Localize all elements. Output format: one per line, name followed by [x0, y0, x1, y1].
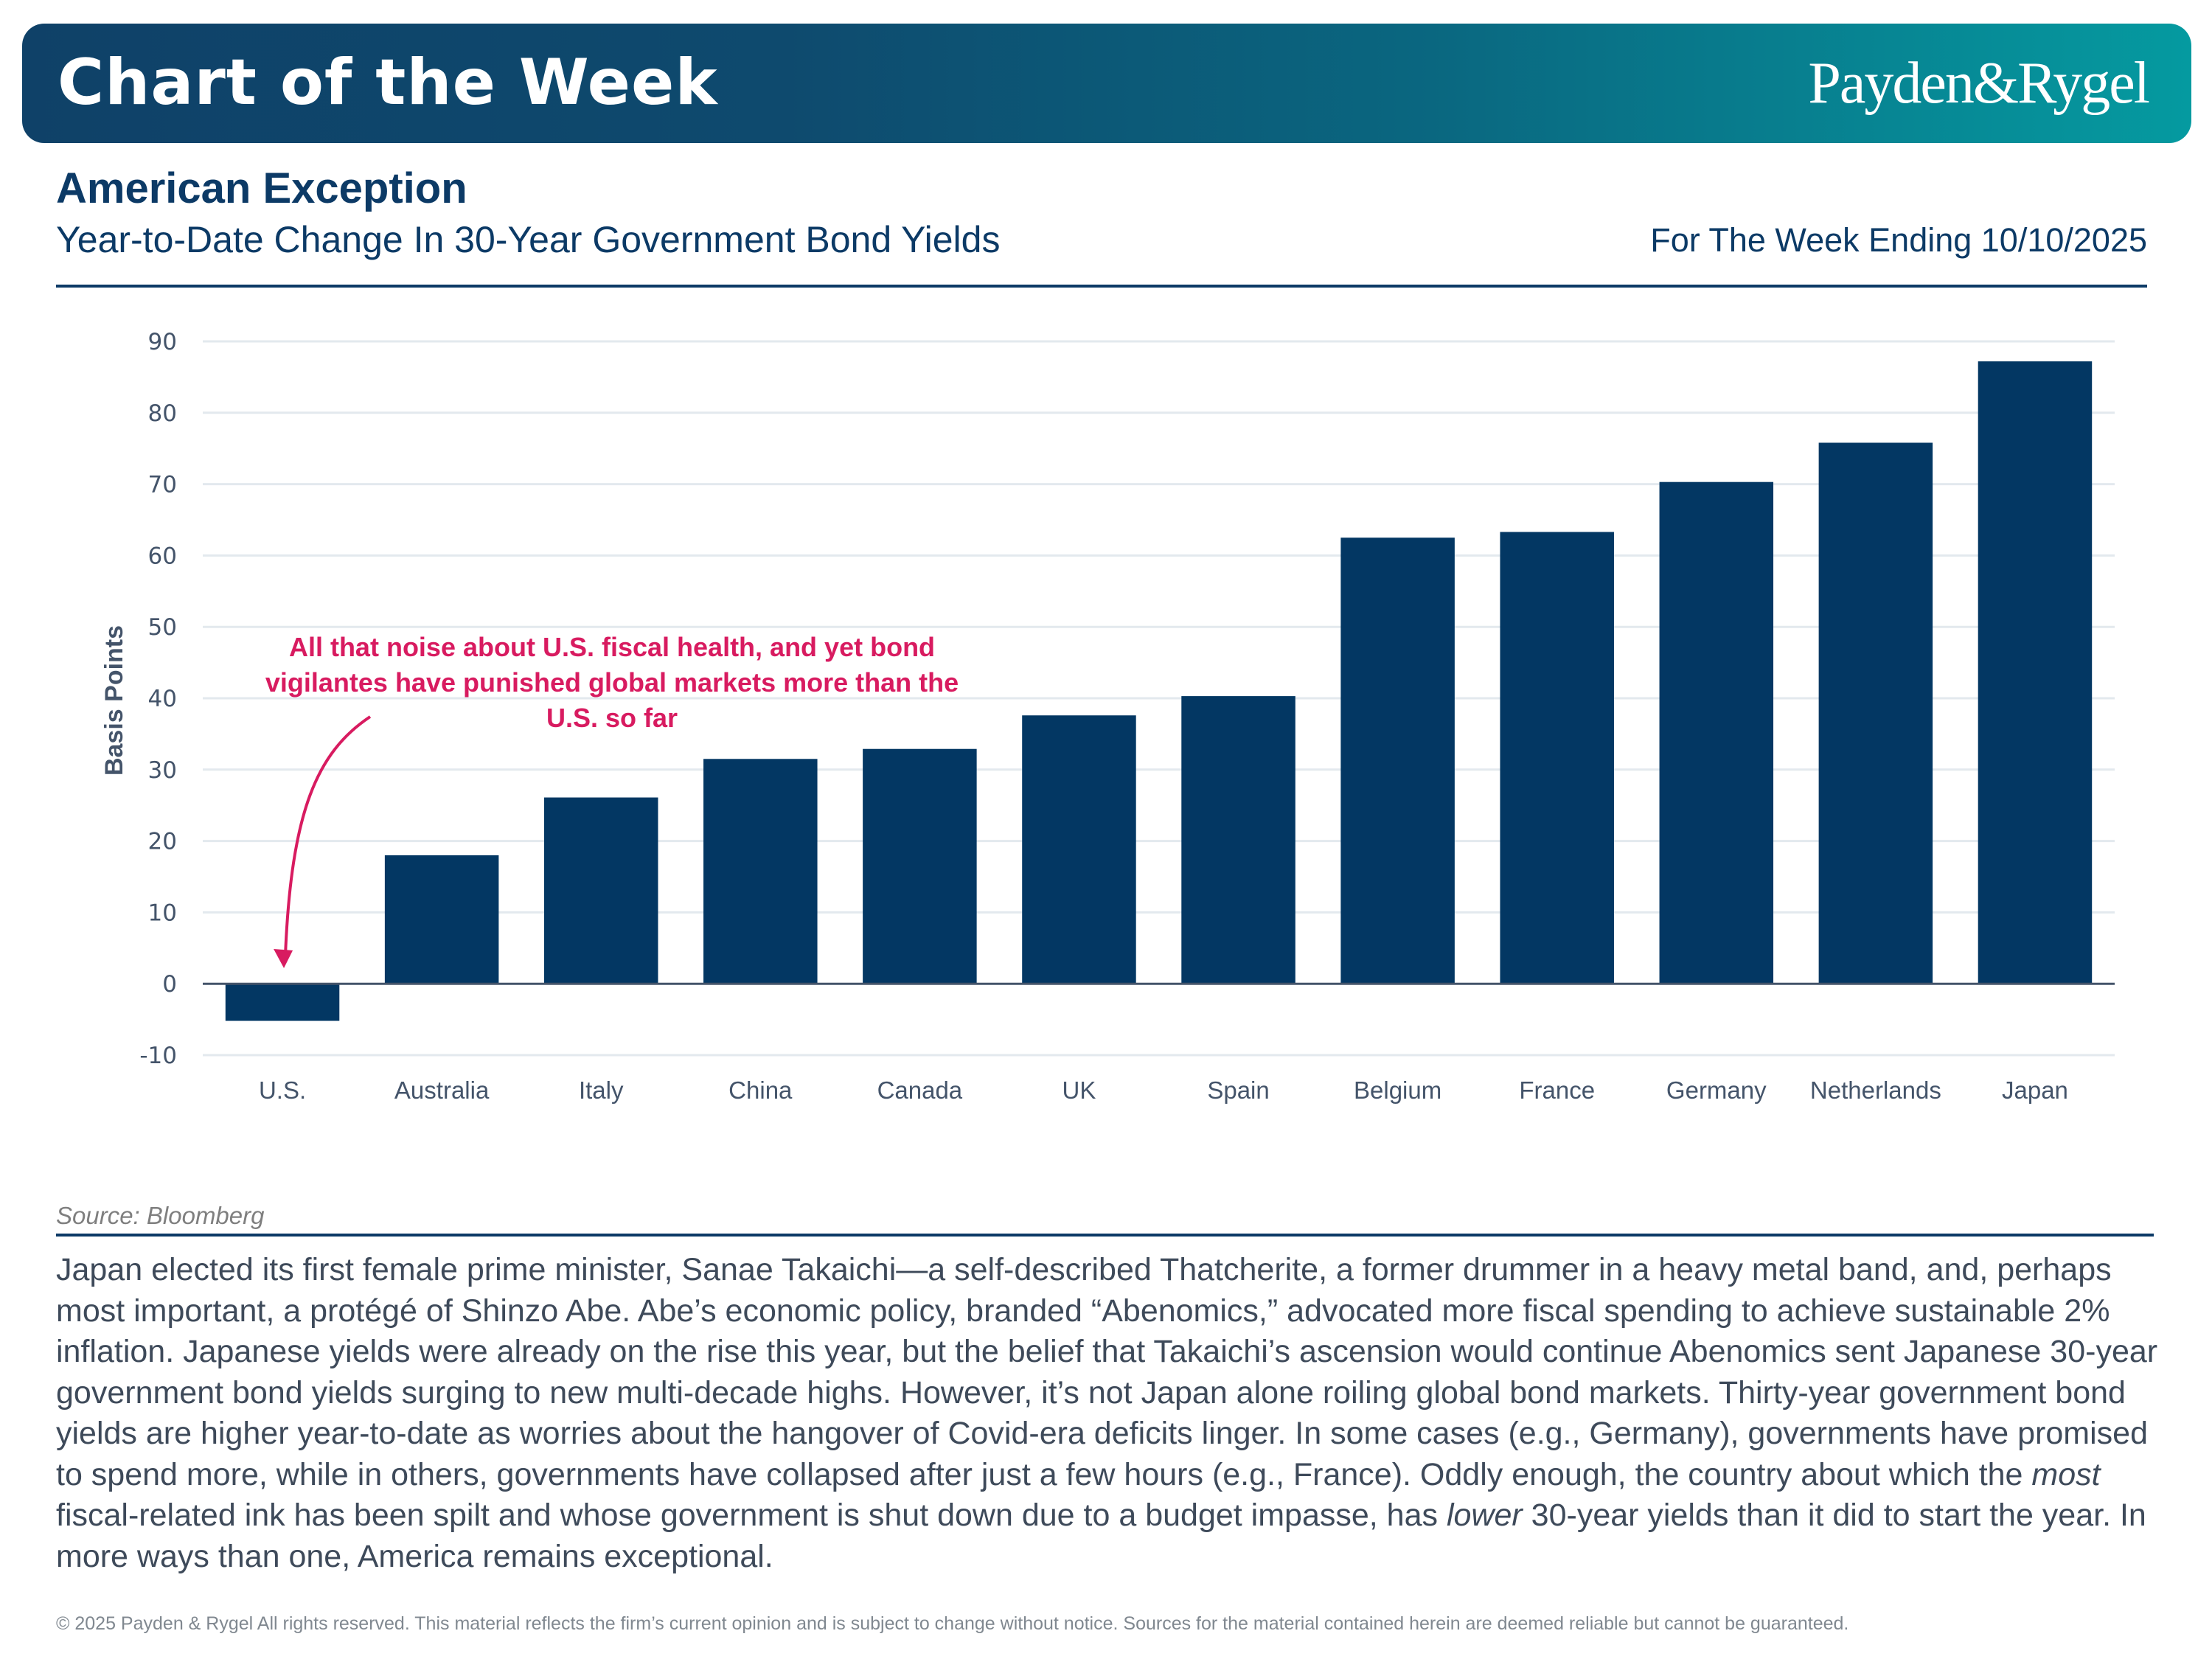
bar-us	[225, 984, 340, 1021]
commentary-text: fiscal-related ink has been spilt and wh…	[56, 1498, 1447, 1533]
header-divider	[56, 285, 2147, 288]
x-category-label: Japan	[2002, 1077, 2068, 1104]
brand-logo: Payden&Rygel	[1808, 51, 2150, 116]
commentary-emphasis: lower	[1446, 1498, 1523, 1533]
y-axis-ticks: -10 0 10 20 30 40 50 60 70 80 90	[139, 329, 177, 1069]
commentary: Japan elected its first female prime min…	[56, 1250, 2165, 1577]
y-tick-label: 0	[162, 971, 177, 998]
x-category-label: Germany	[1666, 1077, 1767, 1104]
x-category-label: China	[728, 1077, 793, 1104]
y-tick-label: 20	[148, 829, 177, 855]
x-category-label: U.S.	[259, 1077, 306, 1104]
x-axis-categories: U.S. Australia Italy China Canada UK Spain Belg…	[259, 1077, 2068, 1104]
x-category-label: Canada	[877, 1077, 963, 1104]
annotation-line: All that noise about U.S. fiscal health,…	[289, 632, 935, 662]
header-banner	[22, 24, 2191, 143]
bar-chart: -10 0 10 20 30 40 50 60 70 80 90 U.S. Australia Ital…	[100, 329, 2115, 1104]
bar-china	[703, 759, 818, 984]
annotation: All that noise about U.S. fiscal health,…	[265, 632, 959, 968]
annotation-line: U.S. so far	[546, 703, 678, 733]
y-tick-label: 50	[148, 614, 177, 641]
x-category-label: Spain	[1207, 1077, 1269, 1104]
y-axis-label: Basis Points	[100, 625, 128, 776]
bar-spain	[1181, 696, 1295, 984]
source-note: Source: Bloomberg	[56, 1202, 265, 1229]
y-tick-label: 60	[148, 543, 177, 569]
bar-uk	[1022, 715, 1136, 984]
chart-subtitle: Year-to-Date Change In 30-Year Governmen…	[56, 219, 1001, 260]
bar-germany	[1659, 481, 1774, 984]
bar-italy	[543, 797, 658, 984]
x-category-label: Belgium	[1354, 1077, 1441, 1104]
bars	[225, 361, 2093, 1021]
commentary-emphasis: most	[2031, 1456, 2101, 1492]
disclaimer: © 2025 Payden & Rygel All rights reserve…	[56, 1613, 1849, 1634]
x-category-label: UK	[1062, 1077, 1096, 1104]
chart-headline: American Exception	[56, 164, 467, 212]
y-tick-label: 90	[148, 329, 177, 355]
week-ending-date: For The Week Ending 10/10/2025	[1650, 221, 2147, 259]
x-category-label: France	[1519, 1077, 1595, 1104]
y-tick-label: 30	[148, 757, 177, 784]
annotation-arrowhead-icon	[274, 949, 293, 968]
bar-belgium	[1340, 538, 1455, 984]
y-tick-label: 80	[148, 400, 177, 427]
bar-france	[1500, 532, 1614, 984]
bar-japan	[1978, 361, 2093, 984]
bar-australia	[384, 855, 499, 984]
bar-canada	[863, 748, 977, 984]
x-category-label: Netherlands	[1810, 1077, 1941, 1104]
gridlines	[203, 340, 2115, 1057]
source-divider	[56, 1234, 2154, 1237]
bar-netherlands	[1818, 442, 1933, 984]
banner-title: Chart of the Week	[58, 46, 718, 119]
x-category-label: Italy	[579, 1077, 624, 1104]
x-category-label: Australia	[394, 1077, 490, 1104]
annotation-line: vigilantes have punished global markets …	[265, 667, 959, 698]
y-tick-label: 70	[148, 472, 177, 498]
commentary-text: Japan elected its first female prime min…	[56, 1252, 2158, 1492]
y-tick-label: 40	[148, 686, 177, 712]
y-tick-label: 10	[148, 900, 177, 926]
annotation-arrow	[284, 715, 372, 956]
commentary-text: 30-year yields than it did to start the …	[56, 1498, 2146, 1574]
y-tick-label: -10	[139, 1043, 177, 1069]
